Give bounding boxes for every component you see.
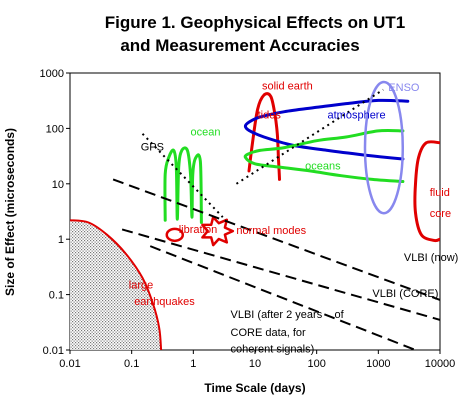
y-tick-label: 0.01: [43, 345, 64, 357]
y-axis-title: Size of Effect (microseconds): [3, 128, 17, 296]
vlbi-series: [235, 88, 384, 185]
y-tick-label: 0.1: [49, 290, 64, 302]
large-earthquakes-series: [70, 219, 163, 350]
solid-earth-tides-series: [247, 92, 281, 181]
x-tick-label: 10: [249, 358, 261, 370]
annotation-fluid-1: fluid: [430, 187, 450, 199]
annotation-vlbi-after-3: CORE data, for: [231, 327, 307, 339]
x-tick-label: 100: [307, 358, 325, 370]
gps-series: [141, 133, 224, 218]
vlbi-now-series: [112, 178, 440, 301]
y-tick-label: 1: [58, 234, 64, 246]
normal-modes-series: [201, 215, 235, 247]
fluid-core-series: [413, 140, 440, 243]
annotation-oceans: oceans: [305, 161, 341, 173]
atmosphere-series: [243, 98, 410, 161]
annotation-normal-modes: normal modes: [236, 225, 306, 237]
annotation-ocean: ocean: [191, 126, 221, 138]
y-tick-label: 10: [52, 179, 64, 191]
x-tick-label: 1000: [366, 358, 390, 370]
annotation-solid-2: tides: [258, 110, 282, 122]
x-tick-label: 0.1: [124, 358, 139, 370]
x-tick-label: 10000: [425, 358, 456, 370]
enso-series: [363, 80, 405, 215]
annotation-vlbi-now: VLBI (now): [404, 252, 458, 264]
annotation-vlbi-after-1: VLBI (after 2 years: [231, 309, 323, 321]
annotation-atmosphere: atmosphere: [328, 110, 386, 122]
annotation-large-eq-1: large: [129, 279, 153, 291]
chart-title: Figure 1. Geophysical Effects on UT1: [105, 13, 405, 32]
annotation-libration: libration: [179, 224, 218, 236]
libration-series: [165, 227, 185, 243]
annotation-fluid-2: core: [430, 208, 451, 220]
annotation-vlbi-core: VLBI (CORE): [372, 288, 438, 300]
y-tick-label: 1000: [40, 68, 64, 80]
x-tick-label: 1: [190, 358, 196, 370]
annotation-vlbi-after-4: coherent signals): [231, 344, 315, 356]
x-axis-title: Time Scale (days): [204, 381, 305, 395]
vlbi-core-series: [121, 228, 440, 321]
x-tick-label: 0.01: [59, 358, 80, 370]
chart-subtitle: and Measurement Accuracies: [120, 36, 359, 55]
annotation-solid-1: solid earth: [262, 81, 313, 93]
annotation-vlbi-after-2: of: [335, 309, 345, 321]
annotation-enso: ENSO: [388, 82, 420, 94]
oceans-series: [243, 128, 405, 183]
ocean-series: [163, 146, 203, 224]
y-tick-label: 100: [46, 123, 64, 135]
vlbi-after-2-years-of-core-data-for-coherent-signals-series: [149, 245, 416, 350]
large-earthquakes-series-fill: [70, 220, 162, 350]
annotation-gps: GPS: [141, 141, 164, 153]
annotation-large-eq-2: earthquakes: [134, 296, 195, 308]
